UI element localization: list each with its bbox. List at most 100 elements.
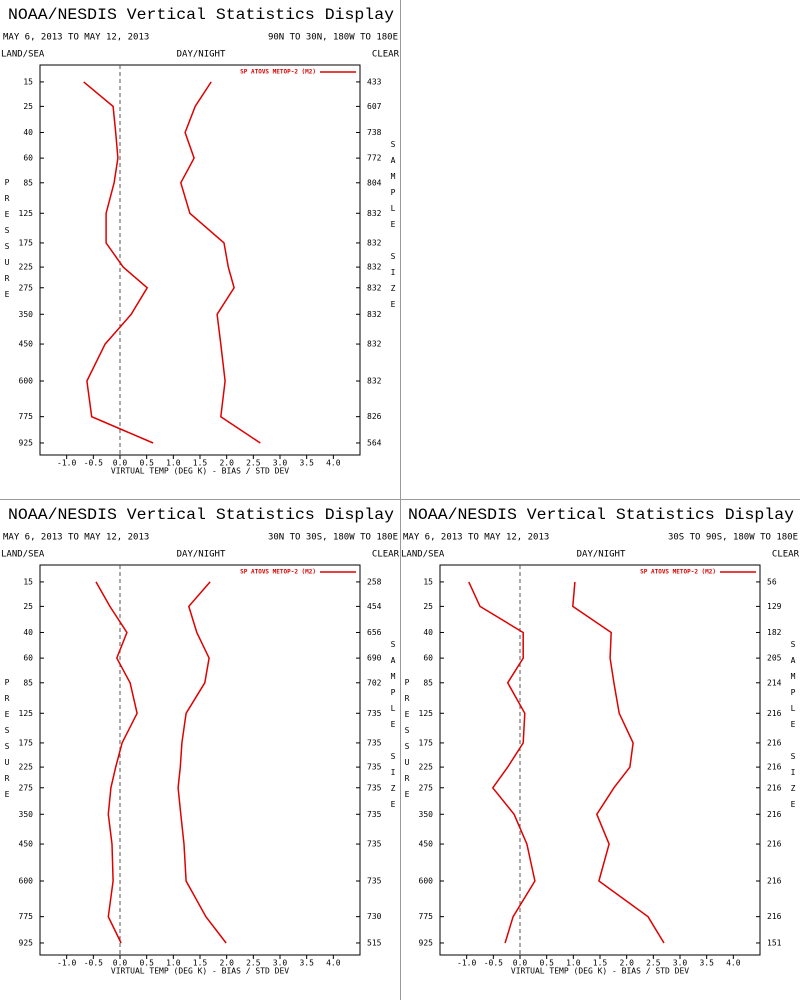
x-tick-label: 1.5 (193, 959, 208, 968)
x-tick-label: 4.0 (326, 459, 341, 468)
sample-size: 216 (767, 738, 782, 747)
sample-size: 735 (367, 738, 382, 747)
x-axis-label: VIRTUAL TEMP (DEG K) - BIAS / STD DEV (111, 467, 289, 476)
y-tick-label: 600 (19, 876, 34, 885)
x-tick-label: 1.0 (166, 459, 181, 468)
sample-size: 515 (367, 938, 382, 947)
sample-size: 258 (367, 577, 382, 586)
x-tick-label: 0.0 (113, 459, 128, 468)
x-tick-label: 0.5 (139, 459, 154, 468)
x-tick-label: 2.0 (619, 959, 634, 968)
x-tick-label: 3.0 (273, 459, 288, 468)
sample-size: 735 (367, 709, 382, 718)
sample-size: 216 (767, 709, 782, 718)
y-tick-label: 225 (419, 763, 434, 772)
bias-line (83, 81, 154, 444)
sample-size: 205 (767, 654, 782, 663)
y-tick-label: 925 (19, 938, 34, 947)
y2-axis-label: SAMPLE SIZE (389, 640, 398, 816)
date-range: MAY 6, 2013 TO MAY 12, 2013 (3, 33, 149, 43)
y-tick-label: 125 (19, 709, 34, 718)
sample-size: 214 (767, 678, 782, 687)
y-tick-label: 125 (19, 209, 34, 218)
x-tick-label: -1.0 (57, 459, 76, 468)
panel: NOAA/NESDIS Vertical Statistics Display M… (1, 6, 400, 475)
y-tick-label: 25 (23, 102, 33, 111)
chart-title: NOAA/NESDIS Vertical Statistics Display (408, 506, 794, 524)
y-axis-label: PRESSURE (403, 678, 412, 806)
center-header: DAY/NIGHT (577, 550, 626, 560)
right-header: CLEAR (372, 550, 400, 560)
center-header: DAY/NIGHT (177, 550, 226, 560)
x-tick-label: -0.5 (484, 959, 503, 968)
sample-size: 832 (367, 376, 382, 385)
y-tick-label: 775 (419, 912, 434, 921)
sample-size: 690 (367, 654, 382, 663)
y-tick-label: 175 (19, 738, 34, 747)
x-axis-label: VIRTUAL TEMP (DEG K) - BIAS / STD DEV (111, 967, 289, 976)
sample-size: 735 (367, 763, 382, 772)
legend-label: SP ATOVS METOP-2 (M2) (640, 569, 716, 576)
sample-size: 832 (367, 310, 382, 319)
std-dev-line (177, 581, 227, 944)
sample-size: 182 (767, 628, 782, 637)
x-tick-label: 3.0 (673, 959, 688, 968)
y-tick-label: 275 (419, 783, 434, 792)
x-tick-label: 1.5 (593, 959, 608, 968)
y-tick-label: 275 (19, 283, 34, 292)
sample-size: 56 (767, 577, 777, 586)
sample-size: 216 (767, 876, 782, 885)
y-tick-label: 25 (23, 602, 33, 611)
x-tick-label: 0.0 (113, 959, 128, 968)
legend-label: SP ATOVS METOP-2 (M2) (240, 569, 316, 576)
x-tick-label: -0.5 (84, 459, 103, 468)
y-tick-label: 775 (19, 412, 34, 421)
x-tick-label: 2.5 (246, 459, 261, 468)
x-tick-label: -1.0 (57, 959, 76, 968)
sample-size: 656 (367, 628, 382, 637)
y-tick-label: 925 (19, 438, 34, 447)
y-tick-label: 40 (23, 128, 33, 137)
panel: NOAA/NESDIS Vertical Statistics Display M… (401, 506, 800, 975)
std-dev-line (572, 581, 665, 944)
y-tick-label: 600 (19, 376, 34, 385)
left-header: LAND/SEA (401, 550, 445, 560)
y-tick-label: 225 (19, 763, 34, 772)
sample-size: 832 (367, 283, 382, 292)
y-tick-label: 450 (19, 840, 34, 849)
y-tick-label: 175 (19, 238, 34, 247)
x-tick-label: 2.5 (246, 959, 261, 968)
sample-size: 564 (367, 438, 382, 447)
sample-size: 216 (767, 783, 782, 792)
y-tick-label: 15 (23, 577, 33, 586)
x-tick-label: 3.0 (273, 959, 288, 968)
y-tick-label: 125 (419, 709, 434, 718)
y-tick-label: 775 (19, 912, 34, 921)
y-tick-label: 450 (19, 340, 34, 349)
x-tick-label: 0.0 (513, 959, 528, 968)
y-axis-label: PRESSURE (3, 678, 12, 806)
y-tick-label: 350 (419, 810, 434, 819)
sample-size: 735 (367, 876, 382, 885)
x-tick-label: 0.5 (539, 959, 554, 968)
y-axis-label: PRESSURE (3, 178, 12, 306)
y-tick-label: 600 (419, 876, 434, 885)
date-range: MAY 6, 2013 TO MAY 12, 2013 (3, 533, 149, 543)
panel: NOAA/NESDIS Vertical Statistics Display M… (1, 506, 400, 975)
chart-title: NOAA/NESDIS Vertical Statistics Display (8, 506, 394, 524)
x-tick-label: 1.0 (166, 959, 181, 968)
sample-size: 832 (367, 209, 382, 218)
y-tick-label: 350 (19, 310, 34, 319)
x-tick-label: 0.5 (139, 959, 154, 968)
chart-title: NOAA/NESDIS Vertical Statistics Display (8, 6, 394, 24)
sample-size: 129 (767, 602, 782, 611)
bias-line (468, 581, 536, 944)
sample-size: 607 (367, 102, 382, 111)
x-tick-label: -1.0 (457, 959, 476, 968)
y-tick-label: 175 (419, 738, 434, 747)
x-tick-label: 4.0 (326, 959, 341, 968)
y-tick-label: 450 (419, 840, 434, 849)
y-tick-label: 40 (423, 628, 433, 637)
y2-axis-label: SAMPLE SIZE (789, 640, 798, 816)
center-header: DAY/NIGHT (177, 50, 226, 60)
